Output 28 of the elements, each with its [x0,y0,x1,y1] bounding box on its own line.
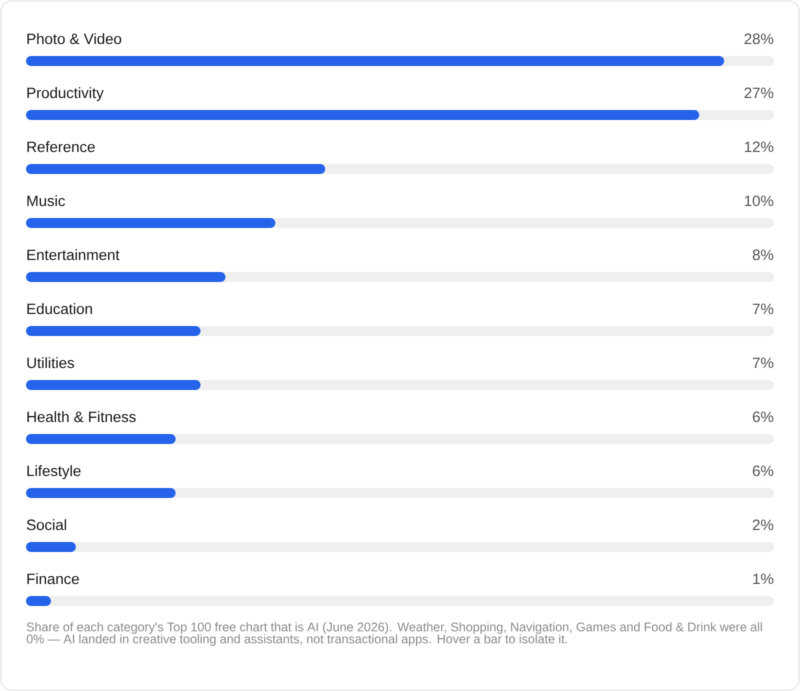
bar [26,542,76,552]
bar [26,326,201,336]
data-label: 10% [744,196,774,206]
bar [26,434,176,444]
text: Share of each category's Top 100 free chart that is AI (June 2026). Weather, Shopping, Navigation, Games and Food & Drink were all 0% — AI landed in creative tooling and assistants, not transactional apps. Hover a bar to isolate it. [26,622,762,646]
data-label: 6% [752,466,774,476]
data-label: 12% [744,142,774,152]
y-tick-label: Productivity [27,87,104,102]
y-tick-label: Health & Fitness [27,411,136,422]
bar [26,488,176,498]
bar [26,380,201,390]
data-label: 8% [752,250,774,260]
y-tick-label: Utilities [27,357,74,368]
data-label: 27% [744,88,774,98]
data-label: 7% [752,304,774,314]
data-label: 6% [752,412,774,422]
data-label: 2% [752,520,774,530]
data-label: 28% [744,34,774,44]
y-tick-label: Lifestyle [27,465,81,480]
y-tick-label: Entertainment [27,249,120,260]
y-tick-label: Education [27,303,92,314]
y-tick-label: Reference [27,141,95,152]
data-label: 1% [753,574,774,584]
y-tick-label: Social [26,519,66,530]
y-tick-label: Photo & Video [27,33,122,44]
y-tick-label: Finance [27,573,79,584]
y-tick-label: Music [27,195,65,206]
data-label: 7% [752,358,774,368]
